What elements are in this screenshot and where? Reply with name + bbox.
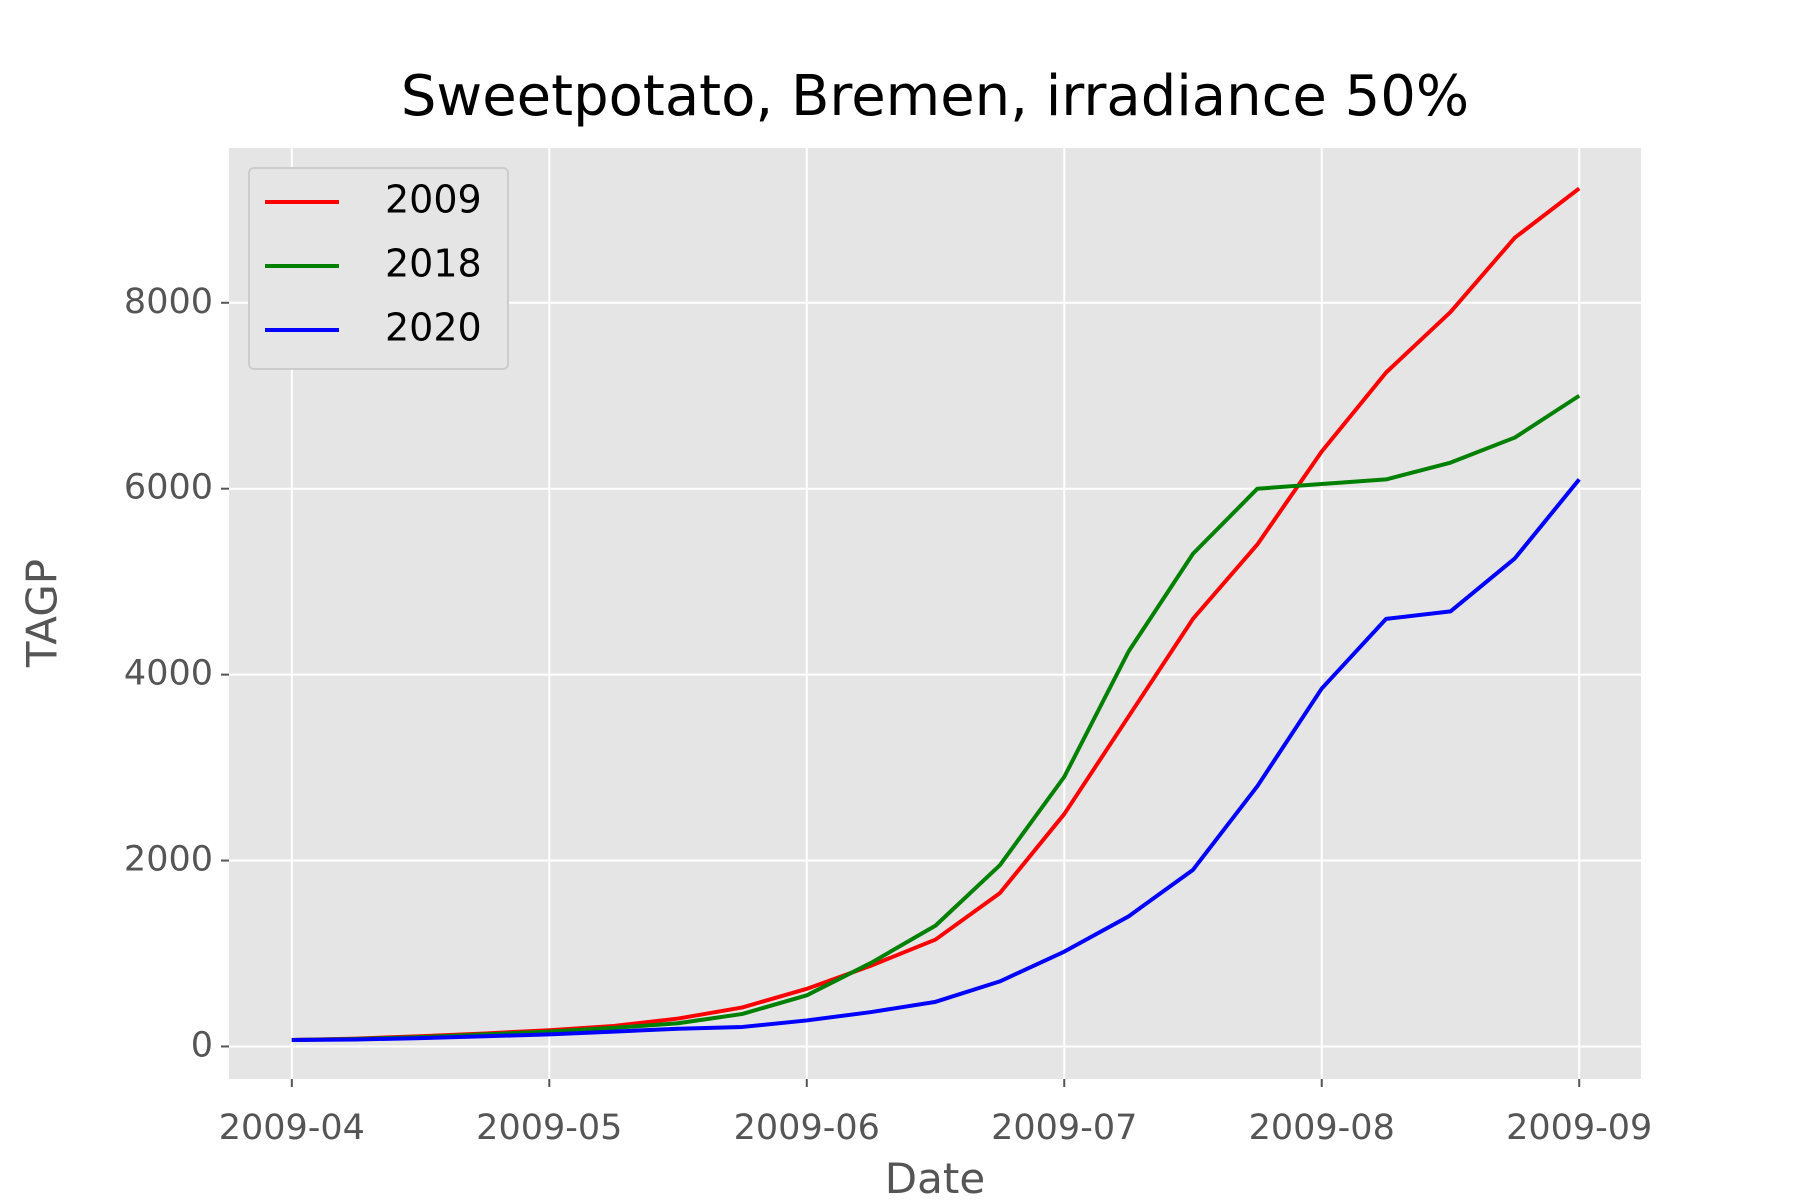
legend: 2009 2018 2020 (248, 167, 509, 370)
x-tick-label: 2009-08 (1249, 1108, 1395, 1148)
x-tick-label: 2009-09 (1506, 1108, 1652, 1148)
y-axis-label: TAGP (18, 559, 67, 668)
y-tick-label: 8000 (124, 282, 213, 322)
x-tick-label: 2009-04 (219, 1108, 365, 1148)
legend-label: 2018 (385, 242, 482, 286)
legend-label: 2020 (385, 306, 482, 350)
line (291, 478, 1581, 1042)
y-tick-label: 0 (191, 1025, 213, 1065)
y-tick-label: 2000 (124, 840, 213, 880)
legend-box (248, 167, 509, 370)
y-tick-label: 6000 (124, 468, 213, 508)
x-tick-label: 2009-07 (991, 1108, 1137, 1148)
y-tick-label: 4000 (124, 654, 213, 694)
line (291, 394, 1581, 1042)
x-tick-label: 2009-06 (734, 1108, 880, 1148)
legend-label: 2009 (385, 178, 482, 222)
chart-title: Sweetpotato, Bremen, irradiance 50% (401, 64, 1469, 129)
x-tick-label: 2009-05 (476, 1108, 622, 1148)
x-axis-label: Date (885, 1154, 985, 1200)
